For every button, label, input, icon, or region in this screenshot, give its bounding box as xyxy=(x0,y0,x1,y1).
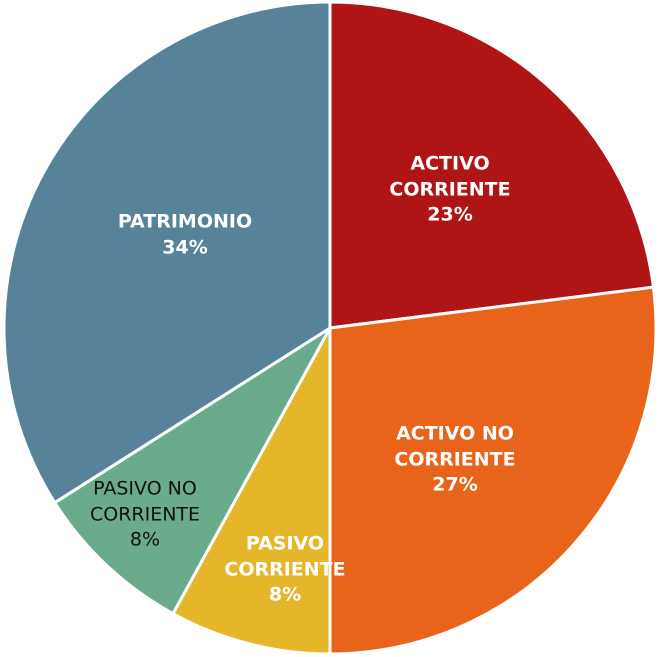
pie-slice xyxy=(328,0,656,330)
pie-slice xyxy=(52,326,332,616)
value-label: 8% xyxy=(129,528,161,551)
slice-label: PASIVO NO CORRIENTE 8% xyxy=(65,477,225,554)
category-label: PASIVO NO CORRIENTE xyxy=(89,477,201,526)
category-label: PATRIMONIO xyxy=(117,210,253,233)
category-label: PASIVO CORRIENTE xyxy=(224,532,346,581)
slice-label: ACTIVO CORRIENTE 23% xyxy=(370,152,530,229)
value-label: 23% xyxy=(427,203,473,226)
value-label: 27% xyxy=(432,473,478,496)
slice-label: PATRIMONIO 34% xyxy=(105,209,265,260)
value-label: 8% xyxy=(268,583,302,606)
pie-slice xyxy=(328,285,658,656)
value-label: 34% xyxy=(162,236,208,258)
category-label: ACTIVO NO CORRIENTE xyxy=(394,422,516,471)
category-label: ACTIVO CORRIENTE xyxy=(389,152,511,201)
pie-slice xyxy=(170,327,332,656)
pie-slice xyxy=(2,0,332,505)
slice-label: PASIVO CORRIENTE 8% xyxy=(205,532,365,609)
slice-label: ACTIVO NO CORRIENTE 27% xyxy=(375,422,535,499)
